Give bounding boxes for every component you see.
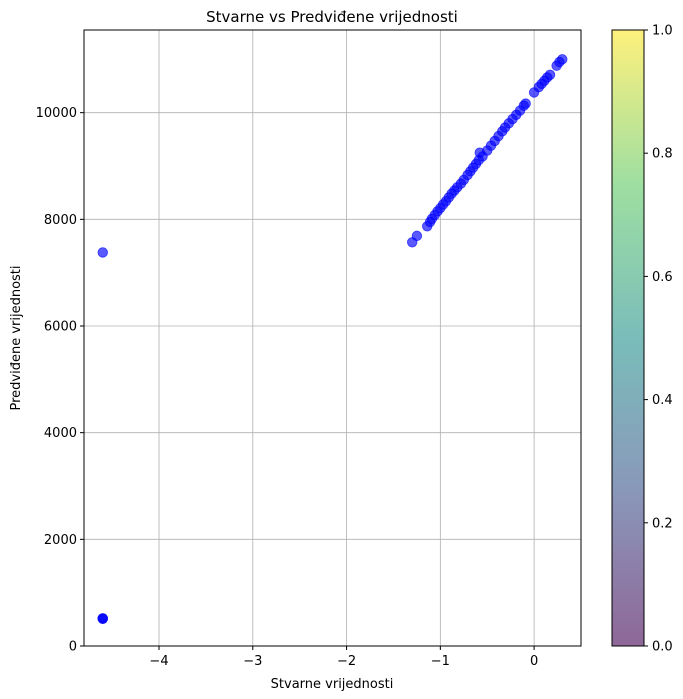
colorbar-ticks: 0.0 0.2 0.4 0.6 0.8 1.0	[644, 24, 673, 655]
y-tick-label: 2000	[44, 533, 77, 548]
x-tick-label: 0	[530, 654, 538, 669]
colorbar-tick-label: 0.8	[652, 147, 673, 162]
x-tick-label: −1	[431, 654, 450, 669]
y-tick-label: 6000	[44, 320, 77, 335]
y-tick-label: 10000	[36, 106, 77, 121]
x-axis: −4 −3 −2 −1 0	[149, 646, 538, 669]
x-tick-label: −3	[243, 654, 262, 669]
colorbar-tick-label: 0.0	[652, 640, 673, 655]
data-point	[97, 247, 108, 258]
colorbar-tick-label: 0.6	[652, 270, 673, 285]
y-axis-label: Predviđene vrijednosti	[9, 265, 24, 410]
data-point	[557, 54, 568, 65]
data-point	[520, 98, 531, 109]
data-points	[97, 54, 568, 625]
x-axis-label: Stvarne vrijednosti	[271, 677, 394, 692]
colorbar-tick-label: 0.2	[652, 516, 673, 531]
colorbar-tick-label: 0.4	[652, 393, 673, 408]
data-point	[97, 613, 108, 624]
x-tick-label: −4	[149, 654, 168, 669]
y-axis: 0 2000 4000 6000 8000 10000	[36, 106, 84, 655]
data-point	[544, 69, 556, 81]
data-point	[411, 230, 423, 242]
y-tick-label: 0	[69, 640, 77, 655]
colorbar-gradient	[612, 30, 644, 646]
plot-frame	[83, 29, 582, 647]
colorbar: 0.0 0.2 0.4 0.6 0.8 1.0	[611, 24, 673, 655]
y-tick-label: 4000	[44, 426, 77, 441]
y-tick-label: 8000	[44, 213, 77, 228]
x-tick-label: −2	[337, 654, 356, 669]
colorbar-frame	[611, 29, 645, 647]
colorbar-tick-label: 1.0	[652, 24, 673, 39]
chart-title: Stvarne vs Predviđene vrijednosti	[206, 8, 458, 26]
